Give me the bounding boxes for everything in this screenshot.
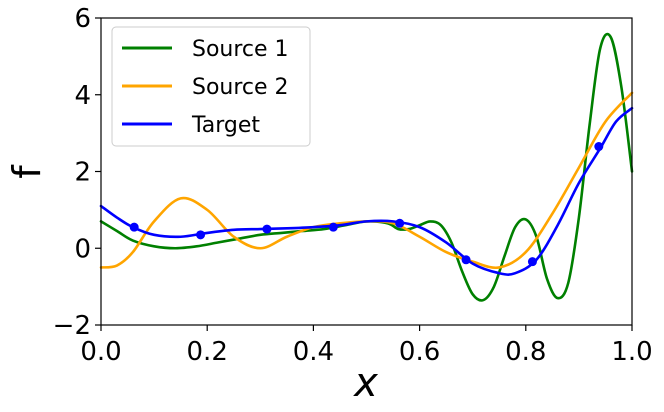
y-tick-label: 6 <box>74 4 91 34</box>
y-tick-label: −2 <box>53 311 91 341</box>
y-tick-label: 0 <box>74 234 91 264</box>
x-axis-label: x <box>352 360 378 406</box>
y-tick-label: 4 <box>74 81 91 111</box>
legend-label-source-1: Source 1 <box>192 37 289 62</box>
legend-label-target: Target <box>191 113 260 138</box>
x-tick-label: 0.8 <box>505 337 546 367</box>
legend-box <box>111 26 311 147</box>
series-lines <box>99 32 634 302</box>
target-marker-point <box>129 222 139 232</box>
x-tick-label: 0.0 <box>80 337 121 367</box>
x-tick-label: 0.2 <box>187 337 228 367</box>
target-markers <box>129 142 604 267</box>
x-tick-label: 0.4 <box>293 337 334 367</box>
target-marker-point <box>328 222 338 232</box>
target-marker-point <box>196 230 206 240</box>
x-tick-label: 1.0 <box>611 337 652 367</box>
legend-label-source-2: Source 2 <box>192 75 289 100</box>
axis-ticks: 0.0 0.2 0.4 0.6 0.8 1.0 −2 0 2 4 6 <box>53 4 653 367</box>
target-marker-point <box>594 142 604 152</box>
y-axis-label: f <box>5 164 49 179</box>
target-marker-point <box>262 224 272 234</box>
legend: Source 1 Source 2 Target <box>111 26 311 147</box>
x-tick-label: 0.6 <box>399 337 440 367</box>
target-marker-point <box>395 218 405 228</box>
target-marker-point <box>461 255 471 265</box>
y-tick-label: 2 <box>74 158 91 188</box>
series-line-source-1 <box>99 32 634 302</box>
series-line-target <box>99 106 634 276</box>
target-marker-point <box>527 257 537 267</box>
